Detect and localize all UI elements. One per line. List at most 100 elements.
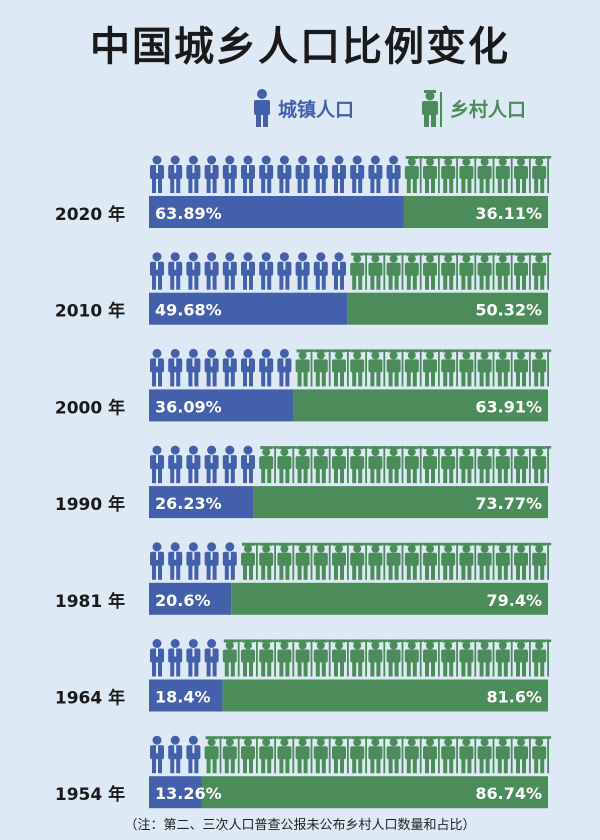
- urban-person-icon: [186, 252, 201, 290]
- category-label: 1964 年: [55, 688, 125, 709]
- farmer-person-icon: [332, 349, 351, 387]
- farmer-person-icon: [441, 736, 461, 774]
- urban-person-icon: [241, 155, 255, 193]
- farmer-person-icon: [277, 639, 297, 677]
- bar-rural: [292, 389, 548, 422]
- farmer-person-icon: [386, 639, 406, 677]
- farmer-person-icon: [441, 349, 461, 387]
- legend: 城镇人口 乡村人口: [0, 86, 600, 130]
- data-label-urban: 26.23%: [155, 494, 222, 513]
- urban-person-icon: [386, 155, 401, 193]
- farmer-person-icon: [514, 252, 533, 290]
- urban-person-icon: [168, 155, 183, 193]
- urban-person-icon: [259, 252, 274, 290]
- urban-person-icon: [295, 252, 310, 290]
- farmer-person-icon: [423, 349, 442, 387]
- farmer-person-icon: [350, 446, 370, 484]
- bar-urban: [149, 776, 202, 809]
- farmer-person-icon: [459, 736, 479, 774]
- category-label: 2010 年: [55, 301, 125, 322]
- farmer-person-icon: [532, 542, 552, 580]
- farmer-person-icon: [423, 736, 442, 774]
- urban-person-icon: [168, 639, 183, 677]
- pictogram-row: [150, 445, 552, 484]
- urban-person-icon: [350, 155, 365, 193]
- urban-person-icon: [168, 735, 183, 774]
- urban-person-icon: [204, 445, 219, 484]
- urban-person-icon: [186, 155, 201, 193]
- urban-person-icon: [168, 542, 183, 580]
- legend-item-rural: 乡村人口: [420, 86, 526, 130]
- chart-title: 中国城乡人口比例变化: [90, 24, 510, 70]
- farmer-person-icon: [350, 252, 370, 290]
- farmer-person-icon: [495, 639, 515, 677]
- chart-row: 1981 年 20.6% 79.4%: [55, 542, 552, 615]
- data-label-rural: 36.11%: [475, 204, 542, 223]
- urban-person-icon: [150, 348, 164, 387]
- farmer-person-icon: [204, 736, 224, 774]
- data-label-urban: 36.09%: [155, 397, 222, 416]
- farmer-person-icon: [459, 156, 479, 193]
- farmer-person-icon: [386, 542, 406, 580]
- farmer-person-icon: [459, 542, 479, 580]
- farmer-person-icon: [404, 252, 424, 290]
- urban-person-icon: [186, 542, 201, 580]
- urban-person-icon: [168, 348, 183, 387]
- urban-person-icon: [150, 252, 164, 290]
- urban-person-icon: [204, 252, 219, 290]
- farmer-person-icon: [422, 90, 442, 127]
- urban-person-icon: [332, 252, 346, 290]
- farmer-person-icon: [295, 446, 315, 484]
- bar-urban: [149, 582, 232, 615]
- farmer-person-icon: [495, 252, 515, 290]
- farmer-person-icon: [368, 542, 388, 580]
- farmer-person-icon: [495, 446, 515, 484]
- farmer-person-icon: [532, 156, 552, 193]
- urban-person-icon: [204, 155, 219, 193]
- farmer-person-icon: [259, 542, 279, 580]
- farmer-person-icon: [514, 639, 533, 677]
- farmer-person-icon: [295, 736, 315, 774]
- data-label-rural: 86.74%: [475, 784, 542, 803]
- pictogram-row: [150, 639, 552, 677]
- data-label-rural: 81.6%: [486, 688, 542, 707]
- chart-row: 2010 年 49.68% 50.32%: [55, 252, 552, 325]
- bar-urban: [149, 292, 348, 325]
- bar-urban: [149, 486, 254, 519]
- farmer-person-icon: [423, 542, 442, 580]
- farmer-person-icon: [241, 639, 260, 677]
- farmer-person-icon: [477, 252, 497, 290]
- farmer-person-icon: [404, 736, 424, 774]
- data-label-rural: 73.77%: [475, 494, 542, 513]
- urban-person-icon: [313, 155, 328, 193]
- farmer-person-icon: [350, 542, 370, 580]
- farmer-person-icon: [277, 736, 297, 774]
- chart-row: 1954 年 13.26% 86.74%: [55, 735, 552, 809]
- urban-person-icon: [186, 639, 201, 677]
- urban-person-icon: [313, 252, 328, 290]
- farmer-person-icon: [441, 252, 461, 290]
- urban-person-icon: [259, 348, 274, 387]
- bar-rural: [347, 292, 548, 325]
- urban-person-icon: [241, 252, 255, 290]
- farmer-person-icon: [386, 446, 406, 484]
- farmer-person-icon: [514, 736, 533, 774]
- urban-person-icon: [222, 348, 237, 387]
- urban-person-icon: [186, 445, 201, 484]
- farmer-person-icon: [423, 252, 442, 290]
- urban-person-icon: [222, 252, 237, 290]
- farmer-person-icon: [404, 542, 424, 580]
- farmer-person-icon: [259, 446, 279, 484]
- urban-person-icon: [295, 155, 310, 193]
- farmer-person-icon: [459, 446, 479, 484]
- farmer-person-icon: [277, 446, 297, 484]
- data-label-rural: 50.32%: [475, 301, 542, 320]
- bar-rural: [201, 776, 548, 809]
- bar-urban: [149, 389, 293, 422]
- farmer-person-icon: [441, 156, 461, 193]
- urban-person-icon: [222, 542, 237, 580]
- farmer-person-icon: [477, 639, 497, 677]
- data-label-rural: 63.91%: [475, 397, 542, 416]
- bar-rural: [403, 196, 548, 228]
- farmer-person-icon: [423, 639, 442, 677]
